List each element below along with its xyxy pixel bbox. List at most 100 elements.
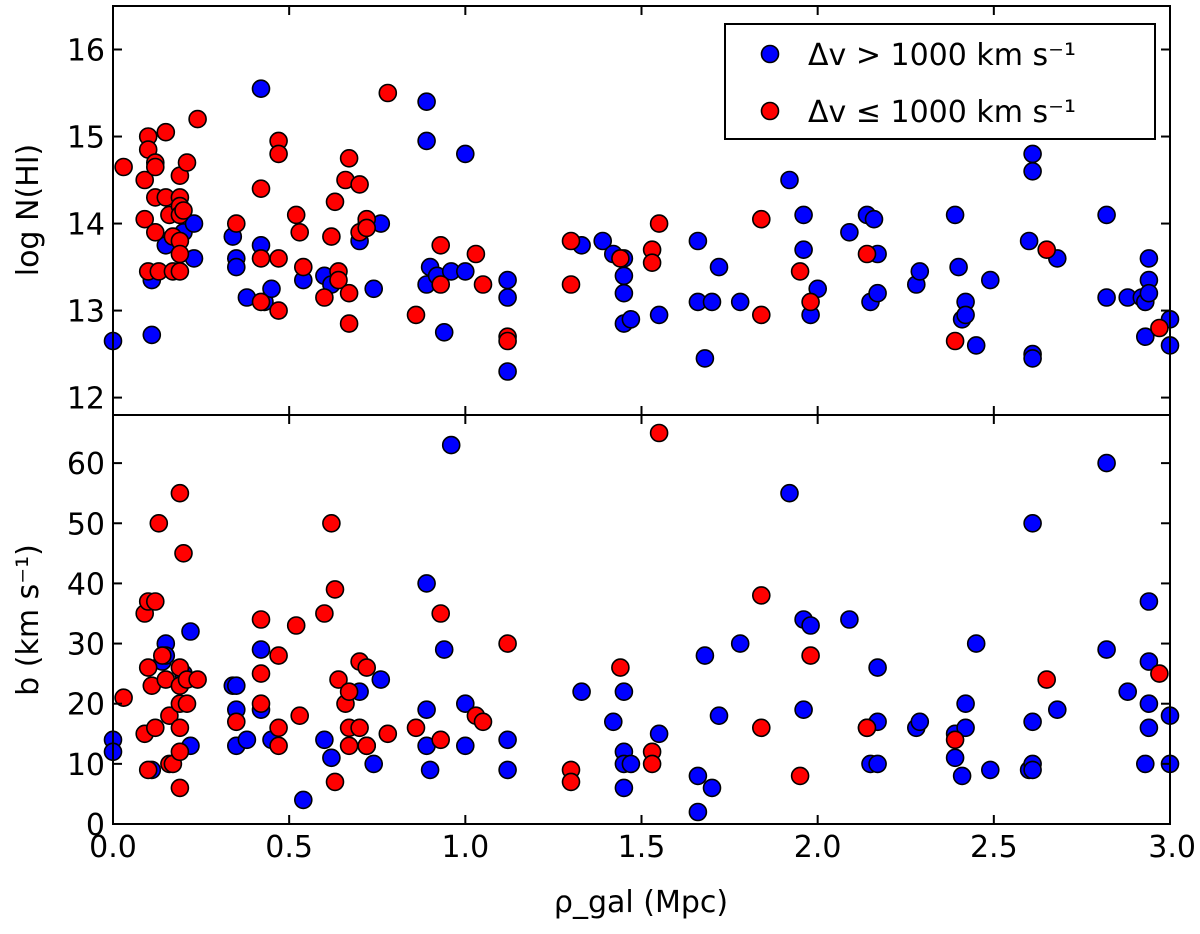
bottom-red-point-67 bbox=[1037, 670, 1056, 689]
top-blue-point-62 bbox=[945, 205, 965, 225]
legend-label-blue: Δv > 1000 km s⁻¹ bbox=[808, 38, 1076, 73]
bottom-red-point-64 bbox=[801, 646, 820, 665]
bottom-red-point-41 bbox=[339, 682, 359, 702]
top-blue-point-29 bbox=[455, 144, 475, 164]
top-red-point-24 bbox=[177, 153, 197, 172]
top-red-point-31 bbox=[269, 144, 288, 164]
top-red-point-63 bbox=[649, 214, 669, 233]
top-ytick-label-0: 12 bbox=[67, 382, 105, 417]
bottom-blue-point-57 bbox=[868, 754, 887, 774]
legend-marker-blue bbox=[760, 44, 780, 64]
top-blue-point-66 bbox=[956, 305, 975, 325]
bottom-red-point-54 bbox=[498, 634, 517, 653]
bottom-red-point-68 bbox=[1150, 664, 1169, 683]
top-red-point-57 bbox=[498, 331, 517, 351]
top-blue-point-83 bbox=[1139, 283, 1159, 303]
top-blue-point-63 bbox=[949, 257, 968, 277]
bottom-red-point-38 bbox=[325, 772, 345, 792]
bottom-red-point-27 bbox=[251, 610, 271, 629]
top-red-point-39 bbox=[325, 192, 345, 212]
top-red-point-67 bbox=[801, 292, 820, 312]
legend: Δv > 1000 km s⁻¹ Δv ≤ 1000 km s⁻¹ bbox=[724, 23, 1156, 140]
xtick-label-0: 0.0 bbox=[89, 830, 137, 865]
top-blue-point-20 bbox=[364, 279, 384, 299]
bottom-blue-point-7 bbox=[181, 622, 200, 641]
top-blue-point-75 bbox=[1097, 205, 1116, 225]
bottom-blue-point-24 bbox=[417, 574, 436, 593]
bottom-red-point-10 bbox=[153, 646, 172, 665]
top-red-point-11 bbox=[156, 122, 176, 142]
bottom-blue-point-71 bbox=[1023, 760, 1042, 780]
bottom-blue-point-36 bbox=[614, 682, 634, 702]
top-red-point-7 bbox=[146, 157, 165, 177]
bottom-red-point-62 bbox=[751, 718, 771, 738]
bottom-red-point-61 bbox=[751, 586, 771, 605]
top-blue-point-57 bbox=[864, 209, 884, 229]
bottom-red-point-43 bbox=[339, 736, 359, 756]
top-blue-point-33 bbox=[498, 362, 517, 381]
top-red-point-70 bbox=[1037, 240, 1056, 259]
top-red-point-65 bbox=[751, 305, 771, 325]
bottom-ytick-label-0: 0 bbox=[86, 808, 105, 843]
bottom-blue-point-75 bbox=[1118, 682, 1137, 702]
top-red-point-59 bbox=[561, 275, 581, 294]
top-red-point-9 bbox=[146, 223, 165, 242]
top-red-point-60 bbox=[611, 249, 630, 268]
top-red-point-55 bbox=[473, 275, 493, 294]
top-blue-point-79 bbox=[1136, 327, 1155, 347]
bottom-red-point-22 bbox=[174, 543, 193, 563]
bottom-ticks: 0 10 20 30 40 50 60 0.0 0.5 1.0 1.5 2.0 2.5 3.0 bbox=[67, 415, 1196, 865]
top-y-axis-label: log N(HI) bbox=[11, 144, 46, 277]
top-red-point-71 bbox=[1150, 318, 1169, 338]
bottom-red-point-32 bbox=[269, 736, 288, 756]
bottom-blue-point-18 bbox=[315, 730, 334, 750]
top-red-point-28 bbox=[251, 249, 271, 268]
bottom-red-point-5 bbox=[138, 760, 158, 780]
bottom-red-point-49 bbox=[406, 718, 426, 738]
top-red-point-21 bbox=[170, 244, 190, 264]
legend-label-red: Δv ≤ 1000 km s⁻¹ bbox=[808, 95, 1076, 130]
bottom-blue-point-27 bbox=[420, 760, 440, 780]
top-ticks: 12 13 14 15 16 bbox=[67, 6, 1171, 417]
top-red-point-25 bbox=[188, 109, 207, 129]
top-red-point-43 bbox=[339, 149, 359, 168]
top-blue-point-71 bbox=[1023, 162, 1042, 181]
x-axis-label: ρ_gal (Mpc) bbox=[554, 885, 728, 920]
top-red-point-45 bbox=[339, 314, 359, 333]
top-points bbox=[103, 79, 1180, 381]
bottom-red-point-59 bbox=[642, 754, 662, 774]
top-blue-point-67 bbox=[966, 336, 986, 355]
top-blue-point-76 bbox=[1097, 288, 1116, 307]
bottom-red-point-15 bbox=[170, 483, 190, 503]
top-ytick-label-2: 14 bbox=[67, 208, 105, 243]
top-red-point-46 bbox=[350, 175, 369, 194]
bottom-blue-point-51 bbox=[801, 616, 820, 635]
bottom-red-point-60 bbox=[649, 423, 669, 443]
bottom-red-point-53 bbox=[473, 712, 493, 732]
bottom-blue-point-78 bbox=[1139, 652, 1159, 671]
top-blue-point-35 bbox=[593, 231, 613, 251]
bottom-ytick-label-4: 40 bbox=[67, 567, 105, 602]
top-red-point-51 bbox=[406, 305, 426, 325]
bottom-red-point-51 bbox=[431, 730, 451, 750]
top-blue-point-43 bbox=[688, 231, 708, 251]
bottom-blue-point-72 bbox=[1048, 700, 1067, 720]
bottom-red-point-35 bbox=[315, 604, 334, 623]
top-red-point-29 bbox=[251, 292, 271, 312]
top-red-point-27 bbox=[251, 179, 271, 198]
bottom-blue-point-52 bbox=[840, 610, 859, 629]
bottom-red-point-28 bbox=[251, 664, 271, 683]
top-blue-point-2 bbox=[142, 325, 162, 345]
bottom-red-point-57 bbox=[611, 658, 630, 677]
bottom-blue-point-79 bbox=[1139, 694, 1159, 714]
top-blue-point-30 bbox=[455, 262, 475, 281]
bottom-blue-point-55 bbox=[868, 658, 887, 677]
bottom-red-point-26 bbox=[227, 712, 246, 732]
top-red-point-54 bbox=[466, 244, 486, 264]
top-red-point-68 bbox=[857, 244, 877, 264]
bottom-ytick-label-1: 10 bbox=[67, 748, 105, 783]
top-ytick-label-1: 13 bbox=[67, 295, 105, 330]
top-blue-point-42 bbox=[649, 305, 669, 325]
top-red-point-34 bbox=[286, 205, 306, 225]
bottom-red-point-65 bbox=[857, 718, 877, 738]
